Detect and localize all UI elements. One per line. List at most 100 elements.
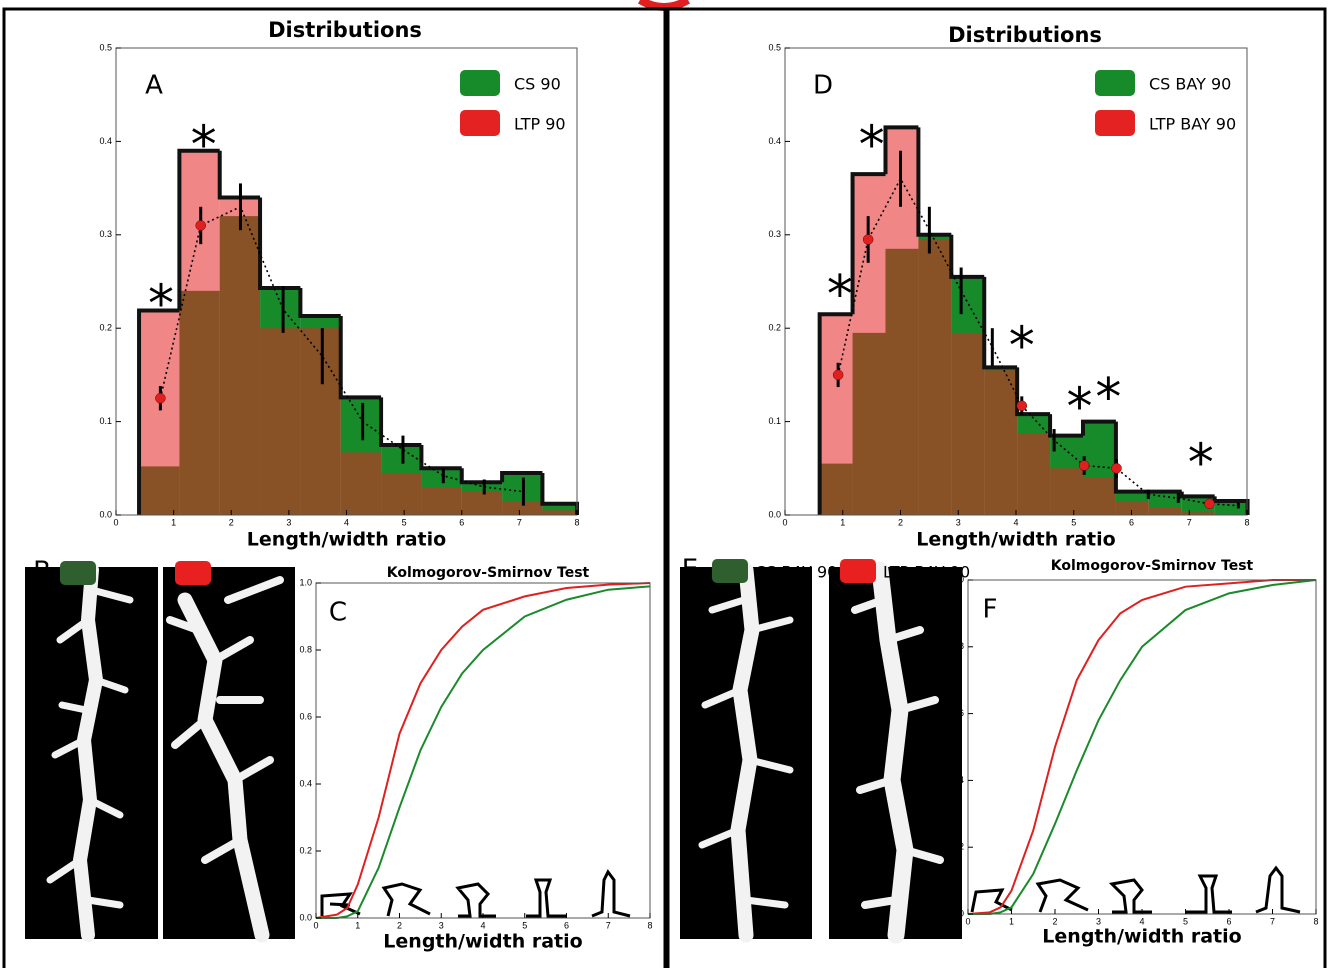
significance-marker: * <box>1095 368 1121 428</box>
y-tick-label: 1.0 <box>299 577 312 587</box>
hist-bar <box>1082 477 1116 515</box>
x-tick-label: 8 <box>1244 517 1249 527</box>
x-tick-label: 1 <box>1009 916 1014 926</box>
cdf-line <box>968 579 1317 915</box>
hist-outline <box>419 444 462 471</box>
mean-dot <box>155 393 166 404</box>
legend-label: CS 90 <box>106 565 153 584</box>
legend-swatch <box>60 561 96 585</box>
x-tick-label: 7 <box>517 517 522 527</box>
x-tick-label: 8 <box>574 517 579 527</box>
legend-swatch <box>460 70 500 96</box>
x-tick-label: 6 <box>564 920 569 930</box>
x-tick-label: 8 <box>647 920 652 930</box>
legend-label: CS BAY 90 <box>755 563 837 582</box>
hist-outline <box>916 127 952 237</box>
mean-dot <box>1016 400 1028 411</box>
legend-label: LTP 90 <box>514 115 566 134</box>
hist-bar <box>300 328 341 515</box>
left-frame <box>2 7 667 968</box>
x-tick-label: 0 <box>313 920 318 930</box>
x-tick-label: 5 <box>1071 517 1076 527</box>
hist-bar <box>1214 500 1248 515</box>
legend-swatch <box>1095 110 1135 136</box>
significance-marker: * <box>827 265 853 325</box>
hist-outline <box>177 148 220 311</box>
mean-dot <box>1111 463 1122 474</box>
legend-swatch <box>175 561 211 585</box>
chart-title: Distributions <box>268 18 422 42</box>
x-tick-label: 3 <box>286 517 291 527</box>
chart-title: Kolmogorov-Smirnov Test <box>387 565 590 581</box>
hist-outline <box>850 172 886 315</box>
panel-label: F <box>983 595 998 625</box>
x-tick-label: 0 <box>965 916 970 926</box>
y-tick-label: 0.2 <box>951 842 964 852</box>
hist-bar <box>421 486 462 515</box>
x-tick-label: 5 <box>402 517 407 527</box>
y-tick-label: 0.5 <box>99 42 112 52</box>
x-tick-label: 6 <box>459 517 464 527</box>
mean-dot <box>832 369 844 381</box>
hist-bar <box>260 328 301 515</box>
x-tick-label: 4 <box>1013 517 1018 527</box>
hist-outline <box>298 288 341 319</box>
hist-bar <box>179 150 220 516</box>
mean-dot <box>862 234 874 245</box>
y-tick-label: 0.0 <box>951 908 964 918</box>
x-tick-label: 2 <box>229 517 234 527</box>
y-tick-label: 1.0 <box>951 574 964 584</box>
x-tick-label: 4 <box>1139 916 1144 926</box>
x-tick-label: 7 <box>1187 517 1192 527</box>
y-tick-label: 0.3 <box>99 229 112 239</box>
x-tick-label: 3 <box>439 920 444 930</box>
hist-outline <box>379 397 422 447</box>
x-tick-label: 4 <box>480 920 485 930</box>
significance-marker: * <box>1009 317 1035 377</box>
panel-label: E <box>682 555 698 585</box>
x-tick-label: 2 <box>1052 916 1057 926</box>
hist-outline <box>982 276 1018 370</box>
x-tick-label: 6 <box>1129 517 1134 527</box>
hist-outline <box>217 150 261 200</box>
x-tick-label: 6 <box>1226 916 1231 926</box>
cdf-line <box>316 585 651 919</box>
y-tick-label: 0.2 <box>299 845 312 855</box>
y-tick-label: 0.0 <box>99 509 112 519</box>
x-tick-label: 5 <box>522 920 527 930</box>
hist-outline <box>137 308 180 515</box>
legend-label: CS BAY 90 <box>1149 75 1231 94</box>
hist-bar <box>461 491 503 515</box>
hist-outline <box>258 197 301 291</box>
x-axis-label: Length/width ratio <box>916 529 1115 551</box>
y-tick-label: 0.2 <box>99 323 112 333</box>
y-tick-label: 0.8 <box>299 644 312 654</box>
y-tick-label: 0.6 <box>951 708 964 718</box>
legend-label: LTP 90 <box>221 565 273 584</box>
x-tick-label: 2 <box>397 920 402 930</box>
hist-bar <box>219 197 261 515</box>
hist-bar <box>502 500 543 515</box>
legend-label: CS 90 <box>514 75 561 94</box>
panel-label: B <box>33 557 51 587</box>
hist-outline <box>338 316 382 400</box>
y-tick-label: 0.1 <box>99 416 112 426</box>
significance-marker: * <box>148 275 174 335</box>
y-tick-label: 0.4 <box>951 775 964 785</box>
hist-bar <box>1115 500 1149 515</box>
hist-bar <box>1017 433 1051 515</box>
x-tick-label: 5 <box>1183 916 1188 926</box>
top-glyph <box>637 0 691 11</box>
hist-outline <box>949 234 985 279</box>
panel-label: C <box>329 598 347 628</box>
x-axis-label: Length/width ratio <box>383 931 582 953</box>
y-tick-label: 0.4 <box>299 778 312 788</box>
legend-swatch <box>1095 70 1135 96</box>
hist-bar <box>819 314 853 515</box>
chart-title: Kolmogorov-Smirnov Test <box>1051 558 1254 574</box>
legend-label: LTP BAY 90 <box>883 563 970 582</box>
hist-bar <box>340 452 382 515</box>
hist-outline <box>500 470 543 483</box>
x-tick-label: 4 <box>344 517 349 527</box>
x-axis-label: Length/width ratio <box>1042 926 1241 948</box>
